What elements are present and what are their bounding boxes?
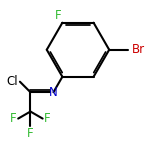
Text: Br: Br <box>132 43 145 56</box>
Text: Cl: Cl <box>7 75 18 88</box>
Text: N: N <box>49 86 58 99</box>
Text: F: F <box>55 9 62 22</box>
Text: F: F <box>10 112 17 125</box>
Text: F: F <box>44 112 51 125</box>
Text: F: F <box>27 127 34 140</box>
